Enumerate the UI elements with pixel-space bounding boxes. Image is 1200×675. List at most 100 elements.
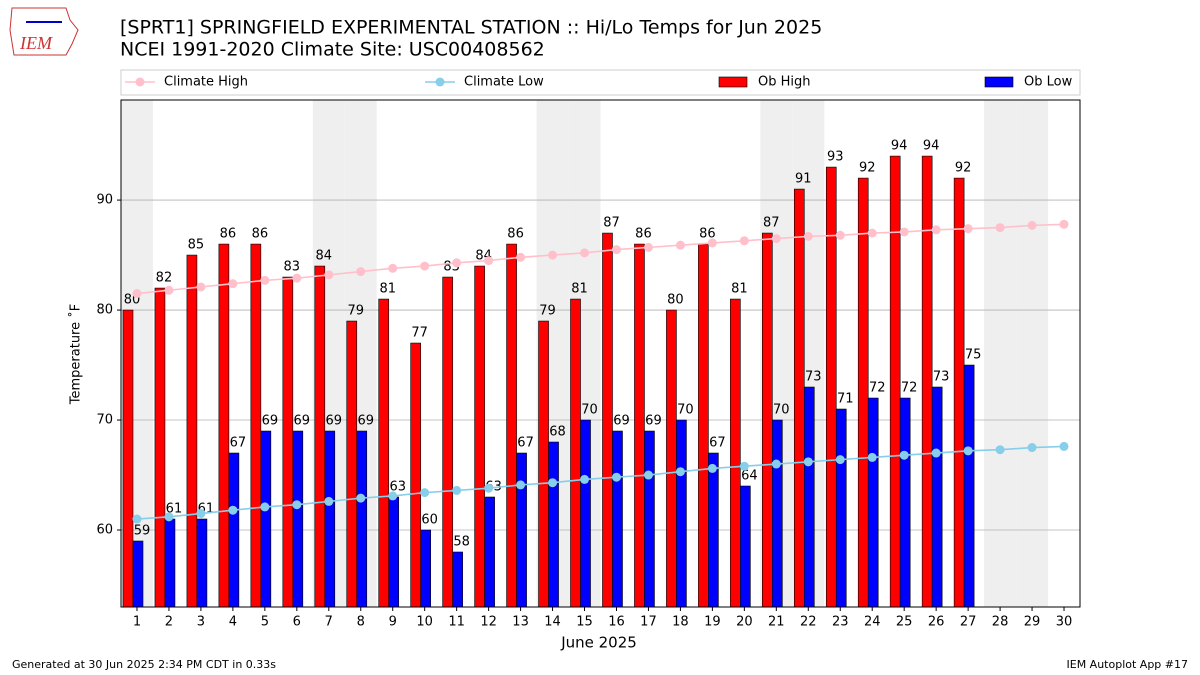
x-axis-label: June 2025 <box>560 634 637 652</box>
line-point <box>228 505 238 515</box>
line-point <box>899 450 909 460</box>
line-point <box>707 238 717 248</box>
data-label: 94 <box>923 139 940 154</box>
data-label: 70 <box>581 403 598 418</box>
y-tick-label: 80 <box>96 303 113 318</box>
x-tick-label: 11 <box>448 615 465 630</box>
data-label: 68 <box>549 425 566 440</box>
bar <box>484 496 495 608</box>
bar <box>516 452 527 608</box>
bar <box>634 243 645 608</box>
bar <box>154 287 166 608</box>
data-label: 72 <box>901 381 918 396</box>
bar <box>228 452 240 608</box>
line-point <box>835 455 845 465</box>
legend-label: Climate High <box>164 75 248 90</box>
legend-label: Ob High <box>758 75 811 90</box>
line-point <box>1059 219 1069 229</box>
data-label: 70 <box>677 403 694 418</box>
data-label: 59 <box>134 524 151 539</box>
logo-outline <box>9 7 79 56</box>
bar <box>538 320 549 608</box>
line-point <box>164 512 174 522</box>
bar <box>612 430 623 608</box>
bar <box>931 386 943 608</box>
bar <box>740 485 751 608</box>
y-axis-label: Temperature ˚F <box>68 304 84 405</box>
line-point <box>420 261 430 271</box>
data-label: 87 <box>603 216 620 231</box>
bar <box>122 309 134 608</box>
line-point <box>1027 220 1037 230</box>
bar <box>772 419 783 608</box>
line-point <box>324 496 334 506</box>
bar <box>218 243 230 608</box>
footer-right: IEM Autoplot App #17 <box>1067 658 1189 671</box>
x-tick-label: 25 <box>896 615 913 630</box>
data-label: 79 <box>539 304 556 319</box>
bar <box>762 232 773 608</box>
data-label: 92 <box>955 161 972 176</box>
bar <box>867 397 879 608</box>
line-point <box>739 236 749 246</box>
x-tick-label: 19 <box>704 615 721 630</box>
bar <box>346 320 358 608</box>
line-point <box>516 480 526 490</box>
data-label: 81 <box>731 282 748 297</box>
bar <box>442 276 453 608</box>
bar <box>580 419 591 608</box>
logo: IEM <box>9 7 79 56</box>
x-tick-label: 26 <box>928 615 945 630</box>
data-label: 69 <box>357 414 374 429</box>
data-label: 69 <box>326 414 343 429</box>
line-point <box>420 488 430 498</box>
line-point <box>484 256 494 266</box>
x-tick-label: 6 <box>293 615 301 630</box>
chart-subtitle: NCEI 1991-2020 Climate Site: USC00408562 <box>120 39 545 61</box>
line-point <box>228 279 238 289</box>
line-point <box>995 223 1005 233</box>
line-point <box>931 225 941 235</box>
x-tick-label: 29 <box>1024 615 1041 630</box>
bar <box>282 276 294 608</box>
line-point <box>452 258 462 268</box>
x-tick-label: 9 <box>389 615 397 630</box>
data-label: 64 <box>741 469 758 484</box>
legend-label: Climate Low <box>464 75 544 90</box>
line-point <box>164 285 174 295</box>
bar <box>857 177 869 608</box>
data-label: 69 <box>613 414 630 429</box>
data-label: 67 <box>709 436 726 451</box>
line-point <box>803 231 813 241</box>
line-point <box>675 240 685 250</box>
line-point <box>292 500 302 510</box>
line-point <box>739 461 749 471</box>
x-tick-label: 1 <box>133 615 141 630</box>
x-tick-label: 23 <box>832 615 849 630</box>
data-label: 73 <box>805 370 822 385</box>
data-label: 69 <box>294 414 311 429</box>
line-point <box>771 234 781 244</box>
data-label: 67 <box>230 436 247 451</box>
data-label: 79 <box>347 304 364 319</box>
line <box>136 223 1065 295</box>
data-label: 81 <box>571 282 588 297</box>
line-point <box>260 502 270 512</box>
y-tick-label: 90 <box>96 193 113 208</box>
bar <box>378 298 390 608</box>
x-tick-label: 22 <box>800 615 817 630</box>
bar <box>921 155 933 608</box>
data-label: 63 <box>389 480 406 495</box>
line-point <box>452 485 462 495</box>
data-label: 82 <box>156 271 173 286</box>
line-point <box>1059 441 1069 451</box>
data-label: 77 <box>411 326 428 341</box>
line <box>136 445 1065 520</box>
line-point <box>388 491 398 501</box>
bar <box>644 430 655 608</box>
x-tick-label: 12 <box>480 615 497 630</box>
bar <box>698 243 709 608</box>
bar <box>164 518 176 608</box>
data-label: 69 <box>262 414 279 429</box>
